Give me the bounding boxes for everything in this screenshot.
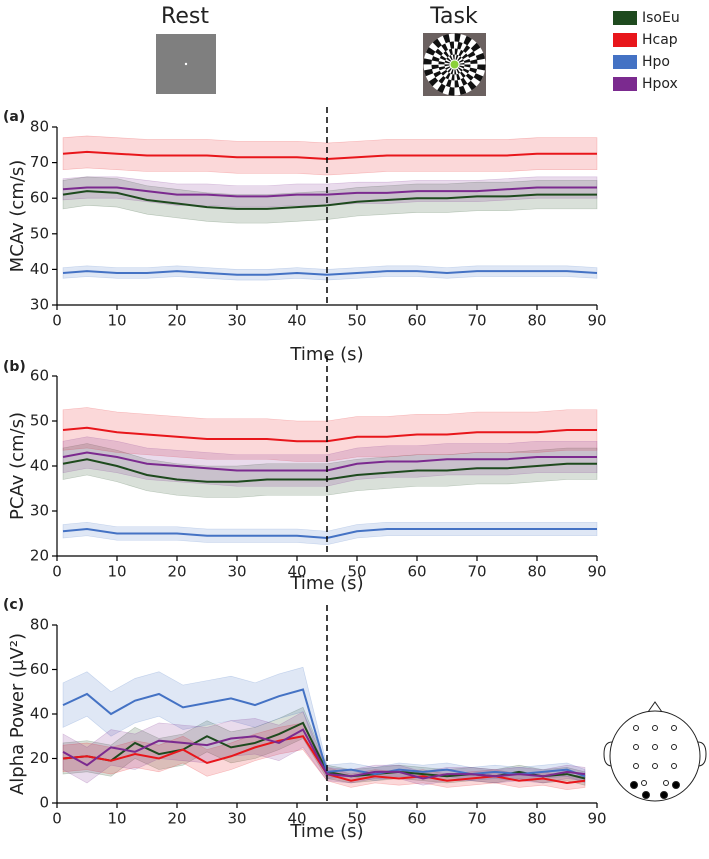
x-tick-label: 30 [227,810,246,828]
x-tick-label: 0 [52,563,62,581]
series-line [62,688,586,778]
x-tick-label: 10 [107,312,126,330]
error-band [62,407,598,462]
series-line [62,186,597,198]
x-tick-label: 60 [407,563,426,581]
error-band [62,436,598,487]
x-tick-label: 70 [467,312,486,330]
legend-label: IsoEu [642,10,680,26]
error-band [62,265,598,281]
x-tick-label: 20 [167,563,186,581]
panel: 20 30 40 50 60 0 10 20 30 40 50 60 70 80 90 Time (s) PCA… [3,356,607,594]
legend-label: Hcap [642,32,678,48]
x-axis-label: Time (s) [289,344,363,365]
y-tick-label: 40 [30,457,49,475]
error-band [62,176,598,224]
x-tick-label: 40 [287,312,306,330]
y-tick-label: 80 [30,616,49,634]
x-tick-label: 50 [347,312,366,330]
electrode-map [603,701,707,802]
y-axis-label: PCAv (cm/s) [7,412,28,520]
legend-swatch [613,33,637,47]
y-tick-label: 40 [30,260,49,278]
error-band [62,666,586,784]
error-band [62,135,598,176]
y-axis-label: Alpha Power (µV²) [7,633,28,795]
legend-swatch [613,77,637,91]
y-tick-label: 60 [30,367,49,385]
x-tick-label: 30 [227,312,246,330]
x-axis-label: Time (s) [289,821,363,842]
series-line [62,728,586,780]
error-band [62,521,598,546]
series-line [62,270,598,276]
legend-swatch [613,11,637,25]
x-tick-label: 10 [107,810,126,828]
panel-label: (c) [3,597,24,613]
x-tick-label: 80 [527,312,546,330]
x-tick-label: 0 [52,312,62,330]
x-tick-label: 90 [587,312,606,330]
y-tick-label: 30 [30,296,49,314]
x-tick-label: 60 [407,312,426,330]
y-tick-label: 50 [30,412,49,430]
task-label: Task [429,4,478,29]
x-tick-label: 50 [347,810,366,828]
x-tick-label: 60 [407,810,426,828]
y-tick-label: 60 [30,189,49,207]
x-tick-label: 20 [167,810,186,828]
x-axis-label: Time (s) [289,573,363,594]
panel: 30 40 50 60 70 80 0 10 20 30 40 50 60 70 80 90 Time (s) M… [3,107,607,365]
rest-stimulus [156,34,216,94]
y-tick-label: 40 [30,705,49,723]
x-tick-label: 90 [587,810,606,828]
y-tick-label: 20 [30,547,49,565]
y-tick-label: 0 [39,794,49,812]
legend-label: Hpox [642,76,678,92]
x-tick-label: 80 [527,810,546,828]
panel-label: (a) [3,109,25,125]
x-tick-label: 50 [347,563,366,581]
panel: 0 20 40 60 80 0 10 20 30 40 50 60 70 80 90 Time (s) Alph… [3,597,607,842]
x-tick-label: 10 [107,563,126,581]
rest-label: Rest [161,4,209,29]
x-tick-label: 40 [287,563,306,581]
y-tick-label: 30 [30,502,49,520]
panel-label: (b) [3,359,26,375]
x-tick-label: 30 [227,563,246,581]
y-tick-label: 20 [30,749,49,767]
y-tick-label: 70 [30,153,49,171]
y-tick-label: 60 [30,660,49,678]
x-tick-label: 20 [167,312,186,330]
x-tick-label: 80 [527,563,546,581]
y-axis-label: MCAv (cm/s) [7,160,28,273]
x-tick-label: 70 [467,810,486,828]
y-tick-label: 50 [30,224,49,242]
x-tick-label: 90 [587,563,606,581]
y-tick-label: 80 [30,118,49,136]
x-tick-label: 0 [52,810,62,828]
legend-label: Hpo [642,54,670,70]
x-tick-label: 40 [287,810,306,828]
error-band [62,176,598,208]
legend-swatch [613,55,637,69]
series-line [62,190,597,210]
x-tick-label: 70 [467,563,486,581]
task-stimulus [423,33,486,96]
